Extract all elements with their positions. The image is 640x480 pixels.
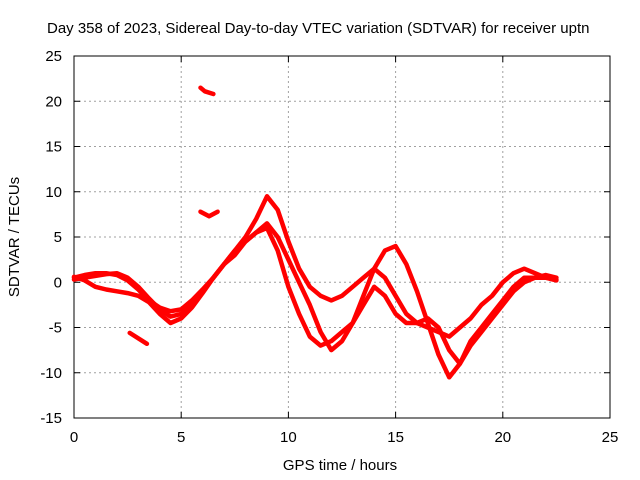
y-tick-label: 15 [45,139,62,156]
chart-grid [74,56,610,418]
y-tick-label: 0 [54,274,62,291]
x-tick-label: 10 [280,429,297,446]
x-tick-label: 25 [602,429,619,446]
x-tick-label: 20 [494,429,511,446]
series-fragment-2 [198,85,216,97]
series-fragment-1 [127,330,150,347]
y-tick-label: 25 [45,48,62,65]
y-tick-label: -5 [49,320,62,337]
data-series [71,85,559,380]
x-tick-label: 0 [70,429,78,446]
y-tick-label: 10 [45,184,62,201]
y-axis-title: SDTVAR / TECUs [6,177,23,297]
x-tick-label: 15 [387,429,404,446]
y-tick-label: -15 [40,410,62,427]
series-fragment-3 [198,209,220,219]
series-track-c [71,225,559,366]
x-axis-title: GPS time / hours [283,457,397,474]
axis-ticks: 0 5 10 15 20 25 -15 -10 -5 0 5 10 15 20 25 [40,48,618,446]
series-track-b [71,194,559,339]
y-tick-label: -10 [40,365,62,382]
y-tick-label: 20 [45,93,62,110]
y-tick-label: 5 [54,229,62,246]
x-tick-label: 5 [177,429,185,446]
chart-title: Day 358 of 2023, Sidereal Day-to-day VTE… [47,20,589,37]
